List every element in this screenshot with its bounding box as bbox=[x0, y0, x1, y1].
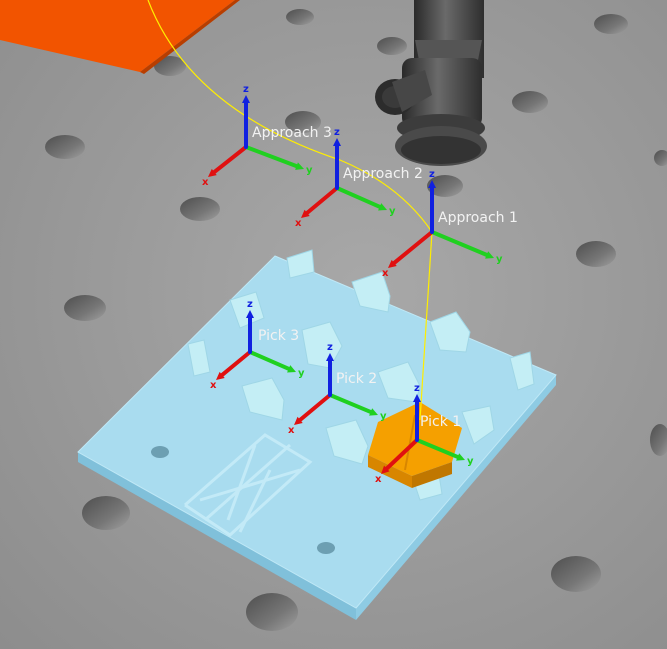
frame-pick-1[interactable]: x y z Pick 1 bbox=[375, 383, 474, 485]
z-axis-letter: z bbox=[414, 383, 420, 394]
z-axis-head bbox=[333, 138, 341, 146]
floor-hole bbox=[654, 150, 667, 166]
frame-label-pick-3: Pick 3 bbox=[258, 328, 299, 344]
z-axis-head bbox=[326, 353, 334, 361]
y-axis-shaft bbox=[248, 350, 291, 371]
y-axis-shaft bbox=[430, 230, 489, 257]
x-axis-letter: x bbox=[295, 218, 302, 229]
floor-hole bbox=[650, 424, 667, 456]
y-axis-head bbox=[485, 251, 494, 259]
x-axis-head bbox=[301, 209, 310, 218]
orange-block[interactable] bbox=[0, 0, 240, 74]
y-axis-letter: y bbox=[389, 206, 396, 217]
fixture-plate[interactable] bbox=[77, 255, 557, 620]
floor-hole bbox=[512, 91, 548, 113]
y-axis-letter: y bbox=[496, 254, 503, 265]
y-axis-shaft bbox=[328, 393, 373, 414]
y-axis-letter: y bbox=[380, 411, 387, 422]
floor-hole bbox=[45, 135, 85, 159]
trajectory bbox=[147, 0, 433, 421]
y-axis-head bbox=[369, 408, 378, 416]
x-axis-letter: x bbox=[210, 380, 217, 391]
y-axis-shaft bbox=[415, 438, 460, 459]
floor-hole bbox=[285, 111, 321, 133]
x-axis-shaft bbox=[298, 393, 332, 422]
plate-engraving bbox=[184, 433, 313, 537]
y-axis-letter: y bbox=[298, 368, 305, 379]
floor-hole bbox=[246, 593, 298, 631]
frame-label-pick-1: Pick 1 bbox=[420, 414, 461, 430]
y-axis-head bbox=[287, 365, 296, 373]
floor-holes bbox=[45, 9, 667, 631]
x-axis-shaft bbox=[384, 438, 419, 471]
y-axis-head bbox=[378, 203, 387, 211]
floor-hole bbox=[64, 295, 106, 321]
x-axis-letter: x bbox=[375, 474, 382, 485]
x-axis-shaft bbox=[392, 230, 434, 265]
floor-hole bbox=[82, 496, 130, 530]
floor-hole bbox=[286, 9, 314, 25]
x-axis-head bbox=[208, 168, 217, 177]
y-axis-shaft bbox=[335, 186, 382, 209]
floor-hole bbox=[154, 56, 186, 76]
x-axis-shaft bbox=[212, 145, 248, 175]
z-axis-head bbox=[413, 394, 421, 402]
x-axis-shaft bbox=[305, 186, 339, 215]
frame-label-approach-3: Approach 3 bbox=[252, 125, 332, 141]
x-axis-head bbox=[294, 416, 303, 425]
x-axis-letter: x bbox=[202, 177, 209, 188]
floor-hole bbox=[551, 556, 601, 592]
y-axis-letter: y bbox=[306, 165, 313, 176]
floor-hole bbox=[576, 241, 616, 267]
frame-label-pick-2: Pick 2 bbox=[336, 371, 377, 387]
y-axis-letter: y bbox=[467, 456, 474, 467]
z-axis-letter: z bbox=[243, 84, 249, 95]
y-axis-head bbox=[295, 162, 304, 170]
y-axis-head bbox=[456, 453, 465, 461]
x-axis-head bbox=[388, 259, 397, 268]
frame-label-approach-1: Approach 1 bbox=[438, 210, 518, 226]
z-axis-letter: z bbox=[247, 299, 253, 310]
z-axis-head bbox=[428, 180, 436, 188]
z-axis-letter: z bbox=[334, 127, 340, 138]
frame-label-approach-2: Approach 2 bbox=[343, 166, 423, 182]
z-axis-letter: z bbox=[327, 342, 333, 353]
plate-hole bbox=[151, 446, 169, 458]
frame-approach-3[interactable]: x y z Approach 3 bbox=[202, 84, 332, 188]
x-axis-letter: x bbox=[382, 268, 389, 279]
x-axis-head bbox=[381, 465, 390, 474]
gripper[interactable] bbox=[375, 0, 487, 166]
frame-approach-1[interactable]: x y z Approach 1 bbox=[382, 169, 518, 279]
z-axis-head bbox=[246, 310, 254, 318]
x-axis-letter: x bbox=[288, 425, 295, 436]
floor-hole bbox=[427, 175, 463, 197]
z-axis-letter: z bbox=[429, 169, 435, 180]
fixture-clamps bbox=[187, 249, 535, 501]
frame-approach-2[interactable]: x y z Approach 2 bbox=[295, 127, 423, 229]
frame-pick-2[interactable]: x y z Pick 2 bbox=[288, 342, 387, 436]
plate-hole bbox=[317, 542, 335, 554]
frame-pick-3[interactable]: x y z Pick 3 bbox=[210, 299, 305, 391]
floor-hole bbox=[180, 197, 220, 221]
x-axis-head bbox=[216, 371, 225, 380]
x-axis-shaft bbox=[220, 350, 252, 377]
floor-hole bbox=[377, 37, 407, 55]
y-axis-shaft bbox=[244, 145, 299, 169]
z-axis-head bbox=[242, 95, 250, 103]
floor-hole bbox=[594, 14, 628, 34]
